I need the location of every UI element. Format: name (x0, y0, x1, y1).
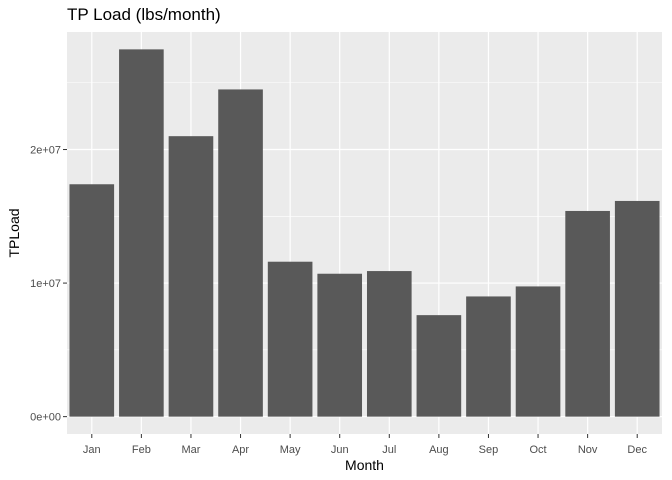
bar-mar (168, 136, 214, 417)
y-axis-title: TPLoad (6, 208, 22, 257)
x-tick-label: Mar (181, 444, 200, 456)
x-tick-label: Jul (382, 444, 396, 456)
x-tick-label: Aug (429, 444, 449, 456)
x-tick-label: May (280, 444, 301, 456)
x-axis: Jan Feb Mar Apr May Jun Jul Aug Sep Oct Nov Dec (83, 434, 647, 456)
x-tick-label: Apr (232, 444, 249, 456)
bar-aug (416, 315, 462, 417)
bar-nov (565, 210, 610, 417)
bars (69, 49, 660, 417)
y-tick-label: 0e+00 (30, 412, 61, 424)
bar-jun (317, 273, 363, 417)
bar-jan (69, 184, 115, 417)
bar-dec (614, 200, 660, 417)
x-tick-label: Oct (529, 444, 546, 456)
x-tick-label: Feb (132, 444, 151, 456)
x-axis-title: Month (345, 457, 384, 473)
bar-jul (366, 271, 412, 417)
x-tick-label: Sep (479, 444, 499, 456)
x-tick-label: Nov (578, 444, 598, 456)
bar-oct (515, 286, 561, 417)
chart-title: TP Load (lbs/month) (67, 5, 221, 24)
plot-panel (67, 32, 662, 434)
y-tick-label: 1e+07 (30, 278, 61, 290)
minor-gridlines (67, 82, 662, 351)
x-tick-label: Dec (627, 444, 647, 456)
y-tick-label: 2e+07 (30, 145, 61, 157)
bar-sep (466, 296, 511, 417)
bar-apr (218, 89, 263, 417)
bar-may (267, 261, 313, 417)
y-axis: 0e+00 1e+07 2e+07 (30, 145, 67, 424)
x-tick-label: Jun (331, 444, 349, 456)
bar-feb (119, 49, 164, 417)
x-tick-label: Jan (83, 444, 101, 456)
